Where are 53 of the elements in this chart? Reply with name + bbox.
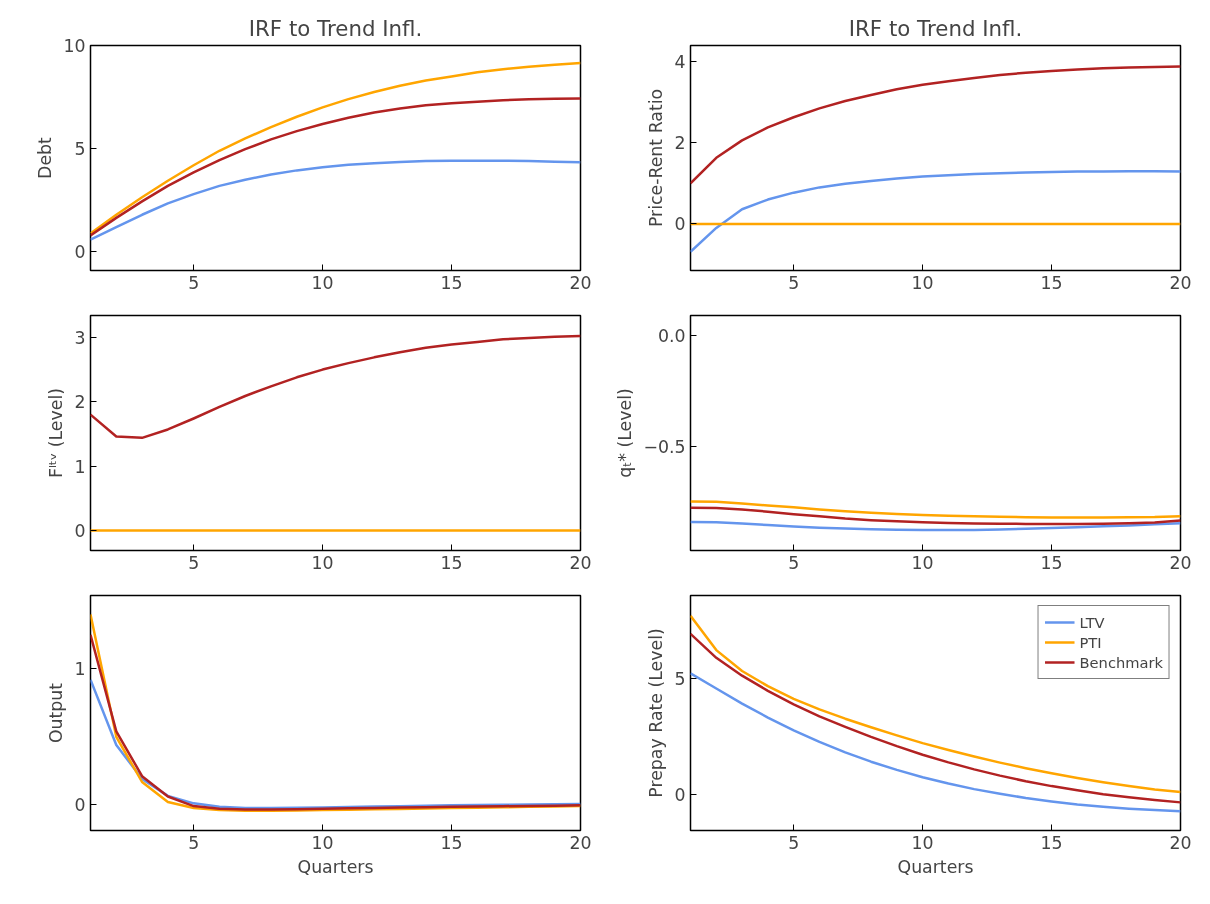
x-tick-label: 20 — [1169, 552, 1192, 573]
x-tick-label: 5 — [788, 832, 800, 853]
y-tick-label: −0.5 — [643, 436, 686, 457]
x-tick-label: 5 — [188, 552, 200, 573]
y-axis-title: qₜ* (Level) — [615, 388, 636, 478]
legend-label: PTI — [1079, 633, 1102, 651]
y-axis-title: Prepay Rate (Level) — [646, 628, 667, 798]
y-tick-label: 0 — [74, 795, 86, 816]
x-tick-label: 20 — [1169, 832, 1192, 853]
y-tick-label: 5 — [74, 139, 86, 160]
x-tick-label: 15 — [440, 552, 463, 573]
x-tick-label: 10 — [911, 832, 934, 853]
chart-title: IRF to Trend Infl. — [848, 15, 1023, 41]
y-tick-label: 0.0 — [657, 325, 686, 346]
y-tick-label: 0 — [74, 242, 86, 263]
x-tick-label: 15 — [1040, 832, 1063, 853]
y-tick-label: 1 — [74, 456, 86, 477]
x-tick-label: 15 — [1040, 272, 1063, 293]
y-tick-label: 10 — [63, 36, 86, 56]
y-axis-title: Price-Rent Ratio — [646, 88, 667, 228]
chart-title: IRF to Trend Infl. — [248, 15, 423, 41]
y-tick-label: 2 — [74, 392, 86, 413]
legend-label: LTV — [1079, 613, 1105, 631]
legend-label: Benchmark — [1079, 653, 1163, 671]
x-tick-label: 20 — [1169, 272, 1192, 293]
y-tick-label: 0 — [74, 521, 86, 542]
y-axis-title: Debt — [35, 136, 56, 179]
x-tick-label: 15 — [440, 832, 463, 853]
x-tick-label: 5 — [188, 832, 200, 853]
x-tick-label: 10 — [911, 272, 934, 293]
x-axis-title: Quarters — [897, 856, 974, 877]
x-tick-label: 15 — [440, 272, 463, 293]
x-tick-label: 15 — [1040, 552, 1063, 573]
x-tick-label: 10 — [311, 552, 334, 573]
x-axis-title: Quarters — [297, 856, 374, 877]
x-tick-label: 5 — [788, 552, 800, 573]
y-tick-label: 4 — [674, 52, 686, 73]
x-tick-label: 20 — [569, 552, 592, 573]
y-axis-title: Fˡᵗᵛ (Level) — [46, 388, 67, 478]
y-tick-label: 1 — [74, 659, 86, 680]
y-tick-label: 5 — [674, 668, 686, 689]
x-tick-label: 20 — [569, 272, 592, 293]
y-tick-label: 0 — [674, 214, 686, 235]
y-tick-label: 0 — [674, 784, 686, 805]
x-tick-label: 10 — [311, 832, 334, 853]
x-tick-label: 5 — [188, 272, 200, 293]
y-axis-title: Output — [46, 682, 67, 744]
x-tick-label: 5 — [788, 272, 800, 293]
y-tick-label: 3 — [74, 327, 86, 348]
y-tick-label: 2 — [674, 133, 686, 154]
x-tick-label: 20 — [569, 832, 592, 853]
x-tick-label: 10 — [911, 552, 934, 573]
x-tick-label: 10 — [311, 272, 334, 293]
